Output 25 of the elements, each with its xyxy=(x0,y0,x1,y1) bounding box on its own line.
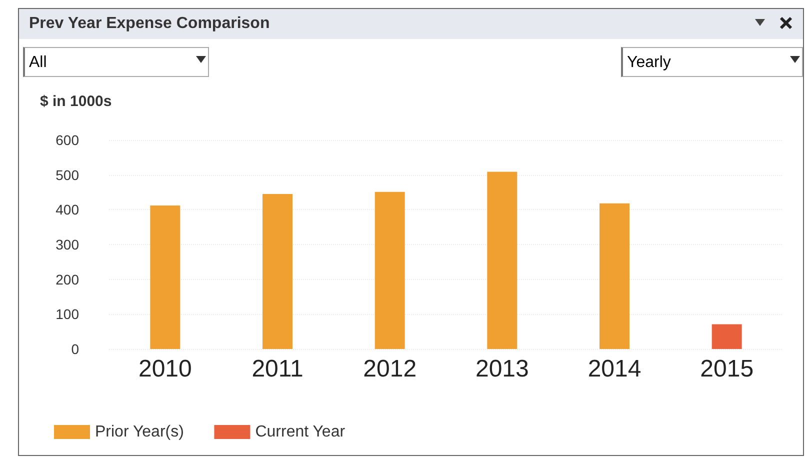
text: All xyxy=(29,54,47,71)
y-axis-title: $ in 1000s xyxy=(40,93,112,110)
bar xyxy=(600,203,630,349)
y-tick-label: 500 xyxy=(56,166,80,183)
y-tick-label: 0 xyxy=(71,341,80,357)
y-tick-label: 400 xyxy=(56,202,80,218)
y-tick-label: 200 xyxy=(56,271,80,288)
bar xyxy=(487,172,518,349)
y-tick-label: 300 xyxy=(56,236,80,252)
legend-label: Current Year xyxy=(255,424,346,440)
text: Yearly xyxy=(627,54,671,71)
x-tick-label: 2010 xyxy=(138,356,192,382)
bar xyxy=(374,192,405,349)
legend-label: Prior Year(s) xyxy=(95,424,184,440)
y-tick-label: 100 xyxy=(56,306,80,322)
x-tick-label: 2012 xyxy=(363,356,417,382)
x-tick-label: 2015 xyxy=(700,356,754,382)
y-tick-label: 600 xyxy=(56,132,80,148)
x-tick-label: 2014 xyxy=(588,356,642,382)
chart-title: Prev Year Expense Comparison xyxy=(29,15,270,33)
bar xyxy=(712,324,742,349)
bar xyxy=(150,205,180,349)
bar xyxy=(262,194,292,349)
x-tick-label: 2013 xyxy=(475,356,529,382)
x-tick-label: 2011 xyxy=(252,356,304,382)
